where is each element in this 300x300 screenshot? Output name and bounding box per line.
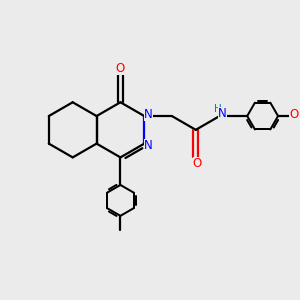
Text: H: H bbox=[214, 104, 222, 114]
Text: N: N bbox=[144, 139, 153, 152]
Text: O: O bbox=[193, 157, 202, 170]
Text: O: O bbox=[289, 108, 298, 121]
Text: O: O bbox=[116, 62, 125, 75]
Text: N: N bbox=[218, 107, 227, 120]
Text: N: N bbox=[144, 108, 153, 121]
